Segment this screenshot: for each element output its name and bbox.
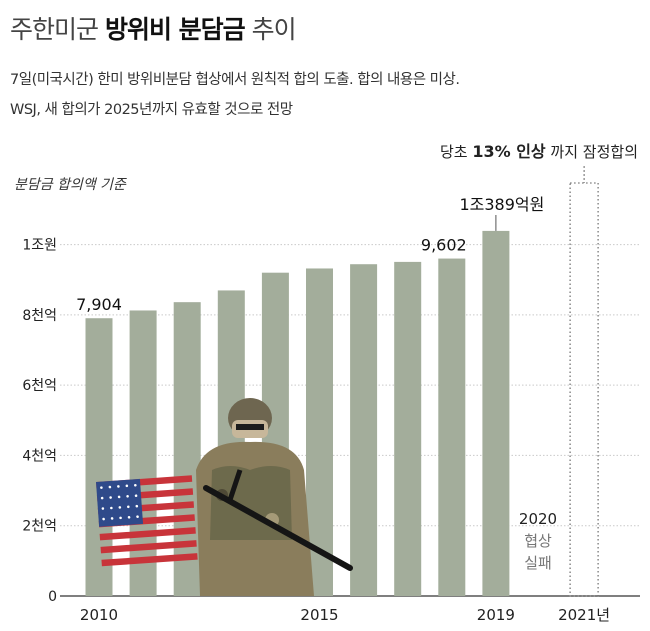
y-tick-label: 0 <box>48 589 57 605</box>
data-label-2019: 1조389억원 <box>459 195 544 214</box>
us-flag-icon <box>96 475 198 567</box>
note-suffix: 까지 잠정합의 <box>550 143 638 161</box>
title-part-1: 주한미군 <box>10 15 99 44</box>
bar-2021-tentative <box>569 182 599 597</box>
soldier-flag-illustration <box>96 398 353 596</box>
subtitle-line-1: 7일(미국시간) 한미 방위비분담 협상에서 원칙적 합의 도출. 합의 내용은… <box>10 72 460 88</box>
x-tick-label: 2021년 <box>558 606 610 624</box>
chart-basis-label: 분담금 합의액 기준 <box>14 177 126 193</box>
title-bold: 방위비 분담금 <box>104 15 246 44</box>
bar-2010 <box>85 318 113 596</box>
bar-2018 <box>438 258 466 596</box>
failed-2020-label: 협상 <box>524 532 552 550</box>
bar-2012 <box>173 302 201 596</box>
tentative-agreement-note: 당초 13% 인상 까지 잠정합의 <box>440 138 638 162</box>
bar-2019 <box>482 230 510 596</box>
failed-2020-label: 실패 <box>524 554 552 572</box>
y-tick-label: 8천억 <box>22 308 57 324</box>
note-prefix: 당초 <box>439 143 468 161</box>
bar-2011 <box>129 310 157 596</box>
x-tick-label: 2019 <box>477 606 515 624</box>
data-label-2018: 9,602 <box>421 236 467 255</box>
failed-2020-label: 2020 <box>519 510 557 528</box>
page-title: 주한미군 방위비 분담금 추이 <box>10 10 297 46</box>
y-tick-label: 6천억 <box>22 378 57 394</box>
bar-2015 <box>306 268 333 596</box>
x-tick-label: 2015 <box>300 606 338 624</box>
y-tick-label: 4천억 <box>22 448 57 464</box>
note-bold: 13% 인상 <box>472 142 546 161</box>
bar-2016 <box>350 264 378 596</box>
x-tick-label: 2010 <box>80 606 118 624</box>
soldier-icon <box>196 398 353 596</box>
y-tick-label: 1조원 <box>22 238 57 254</box>
data-label-2010: 7,904 <box>76 295 122 314</box>
y-tick-label: 2천억 <box>22 519 57 535</box>
title-part-2: 추이 <box>251 15 297 44</box>
bar-2017 <box>394 261 422 596</box>
subtitle-line-2: WSJ, 새 합의가 2025년까지 유효할 것으로 전망 <box>10 102 293 118</box>
